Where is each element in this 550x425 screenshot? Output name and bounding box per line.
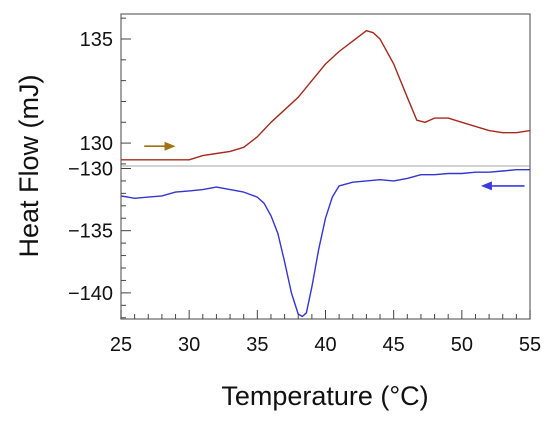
cooling-y-tick-label: −140 (68, 283, 113, 305)
x-tick-label: 40 (314, 334, 336, 356)
cooling-y-tick-label: −135 (68, 221, 113, 243)
x-axis-title: Temperature (°C) (221, 381, 428, 411)
cooling-y-tick-label: −130 (68, 158, 113, 180)
cooling-arrow-head (480, 181, 492, 191)
x-tick-label: 25 (110, 334, 132, 356)
y-axis-title: Heat Flow (mJ) (14, 74, 44, 257)
direction-arrows (144, 141, 525, 191)
axis-ticks: 25 30 35 40 45 50 55 130 135 −130 −135 −140 (68, 17, 541, 356)
heating-y-tick-label: 135 (80, 29, 113, 51)
heating-y-tick-label: 130 (80, 133, 113, 155)
x-tick-label: 35 (246, 334, 268, 356)
series-layer (120, 30, 531, 318)
x-tick-label: 50 (451, 334, 473, 356)
cooling-curve (120, 168, 530, 318)
x-tick-label: 45 (383, 334, 405, 356)
x-tick-label: 55 (519, 334, 541, 356)
x-tick-label: 30 (178, 334, 200, 356)
heating-arrow-head (164, 141, 176, 151)
plot-frame (120, 13, 531, 320)
heating-curve (121, 30, 531, 161)
